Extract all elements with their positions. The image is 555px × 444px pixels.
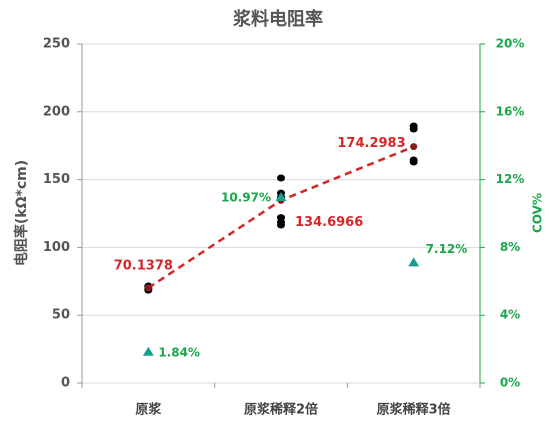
- cov-marker: [275, 192, 287, 202]
- y-tick-label: 200: [43, 104, 70, 119]
- y2-tick-label: 8%: [500, 240, 520, 254]
- data-label: 134.6966: [295, 215, 363, 230]
- data-point: [409, 158, 418, 166]
- chart-title: 浆料电阻率: [233, 8, 323, 30]
- cov-marker: [142, 346, 154, 356]
- y2-axis-label: COV%: [531, 193, 545, 233]
- data-label: 174.2983: [337, 136, 405, 151]
- mean-point: [410, 143, 418, 151]
- x-tick-label: 原浆: [135, 402, 162, 418]
- y2-tick-label: 4%: [500, 308, 520, 322]
- y2-tick-label: 12%: [496, 172, 525, 186]
- data-point: [277, 221, 285, 229]
- y-tick-label: 50: [52, 308, 70, 323]
- y2-tick-label: 0%: [500, 376, 520, 390]
- data-label: 10.97%: [221, 191, 271, 205]
- x-tick-label: 原浆稀释2倍: [244, 402, 318, 418]
- y-axis-label: 电阻率(kΩ*cm): [13, 160, 30, 266]
- mean-point: [144, 284, 152, 292]
- y2-tick-label: 20%: [496, 37, 525, 51]
- y2-tick-label: 16%: [496, 104, 525, 118]
- data-label: 70.1378: [114, 258, 173, 273]
- y-tick-label: 0: [61, 376, 70, 391]
- y-tick-label: 150: [43, 172, 70, 187]
- data-point: [277, 174, 285, 182]
- y-tick-label: 250: [43, 37, 70, 52]
- y-tick-label: 100: [43, 240, 70, 255]
- data-label: 1.84%: [158, 345, 200, 359]
- data-point: [409, 125, 418, 133]
- cov-marker: [408, 257, 420, 267]
- data-label: 7.12%: [426, 242, 468, 256]
- x-tick-label: 原浆稀释3倍: [377, 402, 451, 418]
